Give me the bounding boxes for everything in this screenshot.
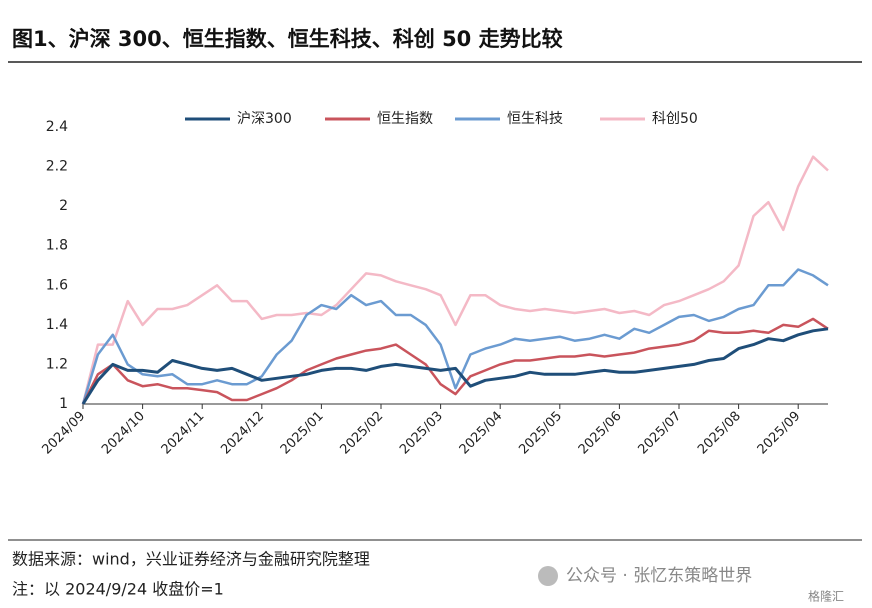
legend-label: 科创50 <box>652 111 698 127</box>
legend-label: 恒生科技 <box>507 111 563 127</box>
series-line <box>81 155 829 405</box>
x-tick-label: 2025/05 <box>516 409 565 458</box>
chart-title: 图1、沪深 300、恒生指数、恒生科技、科创 50 走势比较 <box>12 27 563 51</box>
legend-label: 沪深300 <box>237 111 292 127</box>
watermark-logo: 格隆汇 <box>808 589 844 604</box>
y-tick-label: 1.4 <box>46 317 68 333</box>
x-tick-label: 2025/03 <box>397 409 446 458</box>
y-tick-label: 2.4 <box>46 119 68 135</box>
x-tick-label: 2025/07 <box>636 409 685 458</box>
y-tick-label: 2 <box>59 198 68 214</box>
series-line <box>81 317 829 405</box>
x-tick-label: 2025/09 <box>755 409 804 458</box>
x-tick-label: 2025/08 <box>695 409 744 458</box>
x-tick-label: 2024/11 <box>159 409 208 458</box>
y-tick-label: 1.6 <box>46 277 68 293</box>
y-tick-label: 1 <box>59 396 68 412</box>
legend-label: 恒生指数 <box>377 111 433 127</box>
source: 数据来源：wind，兴业证券经济与金融研究院整理 <box>12 550 370 569</box>
wechat-icon <box>538 566 558 586</box>
watermark: 公众号 · 张忆东策略世界 <box>566 566 752 586</box>
x-tick-label: 2025/01 <box>278 409 327 458</box>
x-tick-label: 2025/06 <box>576 409 625 458</box>
y-tick-label: 1.2 <box>46 356 68 372</box>
x-tick-label: 2024/10 <box>99 409 148 458</box>
note: 注：以 2024/9/24 收盘价=1 <box>12 580 224 599</box>
y-tick-label: 2.2 <box>46 159 68 175</box>
series-line <box>81 327 829 405</box>
series-line <box>81 268 829 405</box>
x-tick-label: 2024/12 <box>218 409 267 458</box>
x-tick-label: 2025/02 <box>338 409 387 458</box>
y-tick-label: 1.8 <box>46 238 68 254</box>
x-tick-label: 2024/09 <box>40 409 89 458</box>
x-tick-label: 2025/04 <box>457 409 506 458</box>
